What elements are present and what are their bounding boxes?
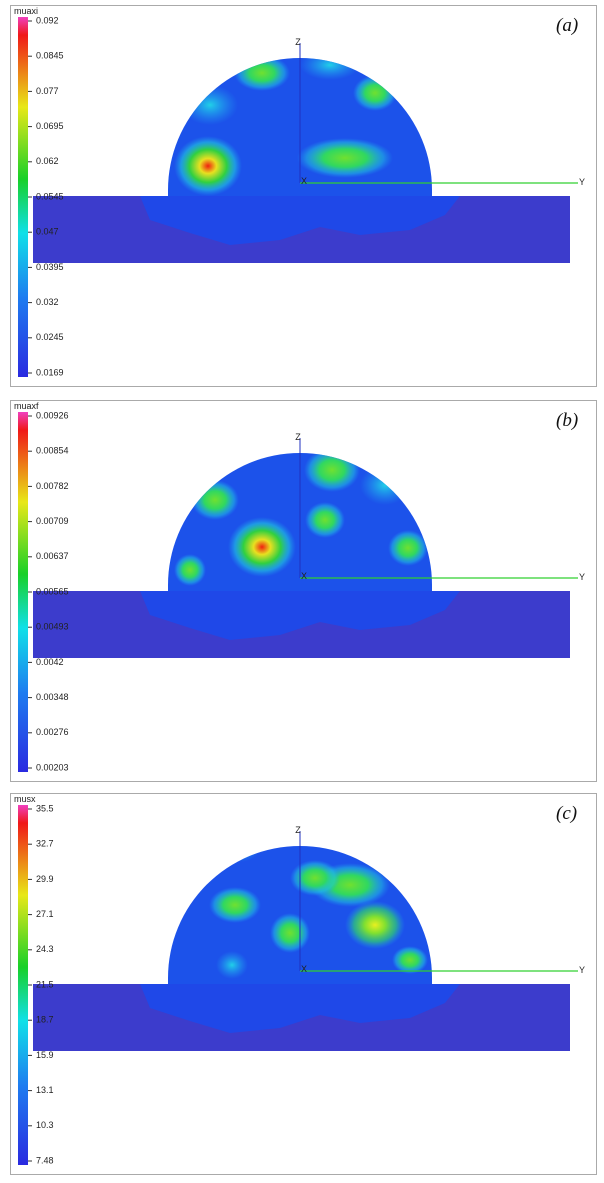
hotspot <box>209 887 261 923</box>
colorbar-tick-label: 35.5 <box>36 803 54 813</box>
colorbar-tick-label: 0.0245 <box>36 332 64 342</box>
panel-tag: (c) <box>556 803 577 824</box>
colorbar-tick-label: 18.7 <box>36 1015 54 1025</box>
colorbar-tick-label: 0.062 <box>36 156 59 166</box>
variable-name: muaxi <box>14 6 38 16</box>
axis-label: Z <box>295 825 301 835</box>
colorbar-tick-label: 0.00926 <box>36 410 69 420</box>
colorbar-tick-label: 0.0042 <box>36 657 64 667</box>
colorbar-tick-label: 27.1 <box>36 909 54 919</box>
hotspot <box>270 913 310 953</box>
colorbar-tick-label: 0.077 <box>36 86 59 96</box>
colorbar-tick-label: 0.00782 <box>36 481 69 491</box>
colorbar-tick-label: 0.0169 <box>36 367 64 377</box>
panel-tag: (b) <box>556 410 578 431</box>
hotspot <box>297 138 393 178</box>
colorbar-tick-label: 7.48 <box>36 1155 54 1165</box>
colorbar <box>18 412 28 772</box>
axis-label: Z <box>295 432 301 442</box>
colorbar-tick-label: 21.5 <box>36 979 54 989</box>
colorbar-tick-label: 0.092 <box>36 15 59 25</box>
colorbar-tick-label: 13.1 <box>36 1085 54 1095</box>
colorbar-tick-label: 24.3 <box>36 944 54 954</box>
hotspot <box>174 136 242 196</box>
colorbar-tick-label: 0.00854 <box>36 446 69 456</box>
colorbar-tick-label: 0.032 <box>36 297 59 307</box>
colorbar-tick-label: 0.0845 <box>36 51 64 61</box>
axis-label: X <box>301 964 307 974</box>
hotspot <box>305 502 345 538</box>
colorbar <box>18 17 28 377</box>
hotspot <box>392 946 428 974</box>
colorbar-tick-label: 0.00565 <box>36 586 69 596</box>
hotspot <box>228 517 296 577</box>
colorbar-tick-label: 0.00637 <box>36 551 69 561</box>
colorbar-tick-label: 15.9 <box>36 1050 54 1060</box>
hotspot <box>174 554 206 586</box>
colorbar-tick-label: 0.00276 <box>36 727 69 737</box>
axis-label: X <box>301 176 307 186</box>
variable-name: muaxf <box>14 401 39 411</box>
axis-label: Y <box>579 177 585 187</box>
slab-contact <box>140 984 460 1033</box>
colorbar-tick-label: 0.047 <box>36 227 59 237</box>
colorbar-tick-label: 10.3 <box>36 1120 54 1130</box>
colorbar-tick-label: 0.00493 <box>36 622 69 632</box>
variable-name: musx <box>14 794 36 804</box>
slab-contact <box>140 196 460 245</box>
colorbar-tick-label: 0.00348 <box>36 692 69 702</box>
hotspot <box>216 951 248 979</box>
axis-label: X <box>301 571 307 581</box>
axis-label: Z <box>295 37 301 47</box>
hotspot <box>345 901 405 949</box>
colorbar-tick-label: 0.00709 <box>36 516 69 526</box>
colorbar-tick-label: 29.9 <box>36 874 54 884</box>
hotspot <box>290 860 340 896</box>
axis-label: Y <box>579 965 585 975</box>
colorbar <box>18 805 28 1165</box>
panel-tag: (a) <box>556 15 578 36</box>
axis-label: Y <box>579 572 585 582</box>
hotspot <box>388 530 428 566</box>
hotspot <box>300 58 360 80</box>
slab-contact <box>140 591 460 640</box>
colorbar-tick-label: 0.0695 <box>36 121 64 131</box>
colorbar-tick-label: 0.0395 <box>36 262 64 272</box>
colorbar-tick-label: 0.0545 <box>36 191 64 201</box>
colorbar-tick-label: 32.7 <box>36 839 54 849</box>
colorbar-tick-label: 0.00203 <box>36 762 69 772</box>
